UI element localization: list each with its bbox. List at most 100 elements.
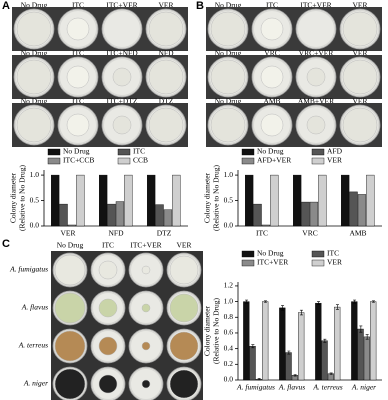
- photo-label: No Drug: [215, 49, 242, 58]
- bar: [279, 307, 286, 381]
- agar: [104, 11, 140, 47]
- legend-swatch: [311, 259, 325, 267]
- y-tick-label: 1.0: [224, 296, 234, 305]
- photo-label: VER: [353, 1, 368, 10]
- bar: [318, 174, 327, 227]
- legend-label: AFD+VER: [257, 156, 291, 165]
- colony: [169, 255, 199, 285]
- error-bar: [293, 374, 297, 377]
- bar: [321, 340, 328, 381]
- photo-label: ITC: [266, 1, 278, 10]
- photo-label: ITC+NFD: [106, 49, 138, 58]
- bar: [67, 224, 77, 227]
- y-tick-label: 0.5: [224, 195, 234, 204]
- photo-label: No Drug: [215, 1, 242, 10]
- photo-label: No Drug: [21, 1, 48, 10]
- panel-letter: B: [196, 0, 204, 12]
- colony: [66, 17, 90, 41]
- y-tick-label: 0.4: [224, 343, 234, 352]
- colony: [342, 11, 378, 47]
- bar: [261, 224, 271, 227]
- photo-label: VRC: [264, 49, 279, 58]
- colony: [169, 369, 199, 399]
- photo-label: NFD: [158, 49, 174, 58]
- y-axis-label: Colony diameter: [203, 172, 212, 223]
- colony: [306, 115, 326, 135]
- x-tick-label: VRC: [302, 229, 317, 238]
- legend-label: ITC+VER: [257, 258, 288, 267]
- legend-swatch: [117, 148, 131, 156]
- y-axis-label: Colony diameter: [9, 172, 18, 223]
- colony: [210, 11, 246, 47]
- bar: [270, 174, 279, 227]
- bar: [357, 328, 364, 381]
- bar: [124, 174, 133, 227]
- x-tick-label: NFD: [108, 229, 124, 238]
- colony: [16, 107, 52, 143]
- photo-label: ITC: [72, 1, 84, 10]
- photo-label: VRC+VER: [299, 49, 334, 58]
- legend-label: ITC+CCB: [63, 156, 94, 165]
- bar: [172, 174, 181, 227]
- colony: [66, 65, 90, 89]
- photo-label: ITC: [72, 97, 84, 106]
- colony: [16, 59, 52, 95]
- agar: [298, 11, 334, 47]
- colony: [306, 67, 326, 87]
- photo-label: ITC+DTZ: [107, 97, 138, 106]
- colony: [260, 17, 284, 41]
- panel-letter: C: [2, 238, 10, 250]
- y-axis-label: (Relative to No Drug): [212, 297, 221, 364]
- legend-label: ITC: [133, 147, 145, 156]
- photo-label: DTZ: [159, 97, 174, 106]
- bar: [349, 191, 358, 227]
- x-tick-label: ITC: [256, 229, 268, 238]
- bar: [366, 174, 375, 227]
- colony: [66, 113, 90, 137]
- legend-label: No Drug: [257, 147, 284, 156]
- bar: [107, 203, 116, 227]
- legend-swatch: [311, 157, 325, 165]
- x-tick-label: VER: [61, 229, 76, 238]
- photo-label: VER: [159, 1, 174, 10]
- legend-swatch: [311, 250, 325, 258]
- legend-swatch: [47, 157, 61, 165]
- legend-swatch: [47, 148, 61, 156]
- legend-label: VER: [327, 258, 342, 267]
- photo-label: ITC+VER: [300, 1, 331, 10]
- bar: [163, 209, 173, 227]
- x-tick-label: A. flavus: [278, 383, 305, 392]
- bar: [341, 174, 350, 227]
- y-tick-label: 0.8: [224, 312, 234, 321]
- bar: [351, 301, 358, 381]
- error-bar: [359, 325, 363, 333]
- bar: [298, 312, 305, 381]
- y-tick-label: 1.0: [30, 170, 40, 179]
- colony: [342, 107, 378, 143]
- bar: [253, 203, 262, 227]
- legend-label: AFD: [327, 147, 343, 156]
- bar: [243, 301, 250, 381]
- error-bar: [251, 344, 255, 349]
- error-bar: [335, 304, 339, 310]
- legend-swatch: [311, 148, 325, 156]
- y-tick-label: 1.2: [224, 281, 234, 290]
- column-label: VER: [177, 241, 192, 250]
- photo-label: No Drug: [21, 49, 48, 58]
- y-tick-label: 0.6: [224, 328, 234, 337]
- x-tick-label: A. fumigatus: [236, 383, 275, 392]
- y-tick-label: 0.0: [224, 375, 234, 384]
- colony: [112, 115, 132, 135]
- colony: [141, 379, 151, 389]
- colony: [98, 336, 118, 356]
- error-bar: [263, 300, 267, 303]
- legend-swatch: [241, 259, 255, 267]
- colony: [141, 265, 151, 275]
- bar: [370, 301, 377, 381]
- colony: [54, 292, 86, 324]
- y-tick-label: 0.0: [224, 221, 234, 230]
- error-bar: [323, 338, 327, 343]
- colony: [342, 59, 378, 95]
- bar: [115, 201, 125, 227]
- colony: [210, 59, 246, 95]
